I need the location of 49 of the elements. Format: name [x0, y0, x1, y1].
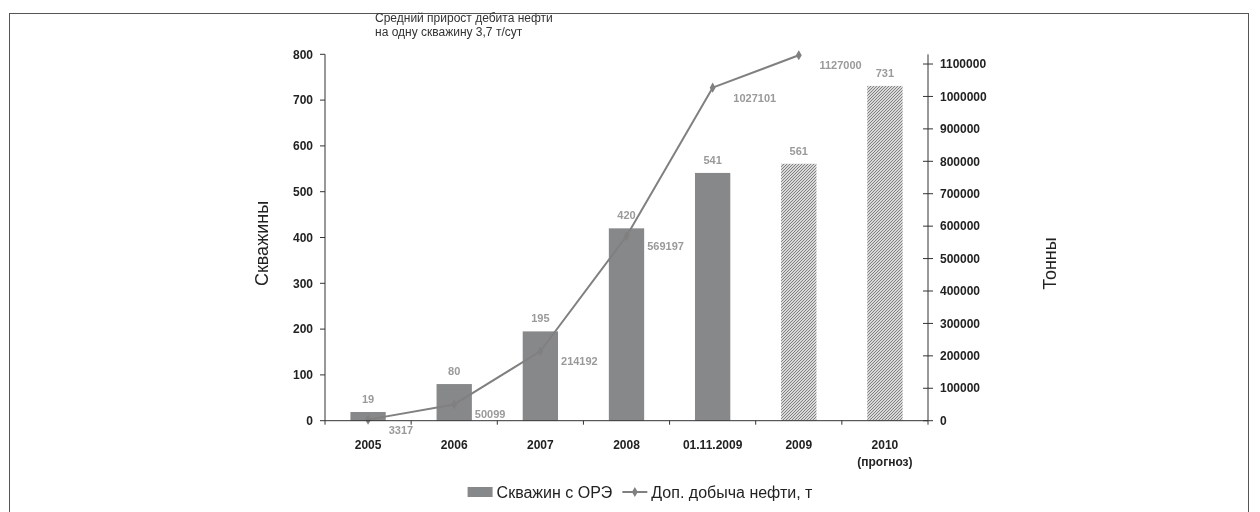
- data-label: 1027101: [733, 91, 777, 104]
- y2-tick-label: 300000: [940, 316, 981, 331]
- data-label: 80: [448, 365, 461, 378]
- y-tick-label: 300: [292, 276, 314, 291]
- data-label: 1127000: [819, 59, 862, 72]
- legend-label: Скважин с ОРЭ: [496, 483, 613, 501]
- text: Средний прирост дебита нефти на одну скважину 3,7 т/сут: [375, 11, 553, 39]
- x-tick-label: 2005: [354, 438, 382, 452]
- y2-tick-label: 900000: [940, 122, 981, 137]
- data-label: 19: [361, 393, 375, 405]
- y2-tick-label: 700000: [940, 186, 981, 201]
- y2-tick-label: 100000: [940, 381, 981, 396]
- y2-tick-label: 0: [940, 413, 947, 428]
- y-tick-label: 200: [292, 322, 314, 337]
- data-label: 731: [875, 66, 895, 79]
- legend-label: Доп. добыча нефти, т: [651, 483, 814, 501]
- y-tick-label: 0: [306, 413, 314, 428]
- data-label: 561: [789, 144, 808, 157]
- x-tick-label: 2008: [613, 438, 641, 452]
- y2-tick-label: 200000: [940, 349, 981, 364]
- bar: [781, 163, 817, 421]
- x-tick-label: 01.11.2009: [682, 438, 743, 452]
- data-label: 50099: [474, 408, 506, 421]
- y2-tick-label: 1100000: [940, 57, 987, 72]
- y-tick-label: 500: [292, 184, 314, 199]
- y-tick-label: 400: [292, 230, 314, 245]
- y2-tick-label: 800000: [940, 154, 981, 169]
- y2-tick-label: 1000000: [940, 89, 988, 104]
- y-tick-label: 800: [292, 47, 314, 62]
- y2-tick-label: 500000: [940, 251, 981, 266]
- x-tick-label: 2006: [440, 438, 468, 452]
- x-tick-label: 2010 (прогноз): [857, 438, 913, 469]
- bar: [694, 172, 731, 421]
- data-label: 214192: [561, 355, 598, 368]
- x-tick-label: 2007: [527, 438, 555, 452]
- data-label: 569197: [647, 240, 684, 253]
- y2-tick-label: 600000: [940, 219, 981, 234]
- bar: [867, 85, 903, 421]
- y2-tick-label: 400000: [940, 284, 981, 299]
- data-label: 195: [531, 312, 550, 325]
- y2-axis-title: Тонны: [1040, 237, 1060, 290]
- data-label: 541: [703, 153, 722, 166]
- y-tick-label: 100: [292, 368, 314, 383]
- data-label: 3317: [388, 423, 414, 436]
- y-tick-label: 600: [292, 139, 314, 154]
- y-axis-title: Скважины: [252, 200, 272, 287]
- data-label: 420: [617, 209, 636, 222]
- y-tick-label: 700: [292, 93, 314, 108]
- x-tick-label: 2009: [785, 438, 813, 452]
